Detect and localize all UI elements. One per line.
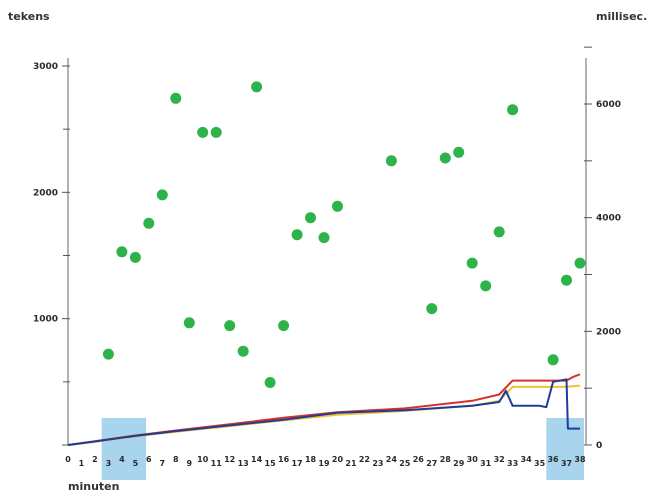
x-tick-label-17: 17: [291, 459, 302, 468]
x-tick-label-37: 37: [561, 459, 572, 468]
scatter-point-22: [466, 257, 478, 269]
scatter-point-0: [102, 348, 114, 360]
scatter-point-10: [237, 345, 249, 357]
x-tick-label-0: 0: [65, 455, 71, 464]
scatter-point-7: [197, 126, 209, 138]
scatter-point-14: [291, 229, 303, 241]
scatter-point-15: [305, 212, 316, 224]
scatter-point-24: [493, 226, 505, 238]
x-tick-label-11: 11: [211, 459, 223, 468]
x-tick-label-2: 2: [92, 455, 98, 464]
scatter-point-11: [251, 81, 263, 93]
right-tick-label-2000: 2000: [596, 327, 621, 337]
left-axis-ticks: 1000 2000 3000: [33, 62, 70, 446]
right-tick-label-0: 0: [596, 441, 602, 451]
x-tick-label-27: 27: [426, 459, 437, 468]
x-axis-title: minuten: [68, 480, 119, 493]
scatter-point-4: [156, 189, 168, 201]
x-tick-label-29: 29: [453, 459, 465, 468]
x-tick-label-28: 28: [440, 455, 452, 464]
scatter-point-20: [439, 152, 451, 164]
scatter-point-8: [210, 126, 222, 138]
x-tick-label-30: 30: [467, 455, 479, 464]
x-tick-label-1: 1: [79, 459, 85, 468]
x-axis-tick-labels: 0 1 2 3 4 5 6 7 8 9 10 11 12 13 14 15 16 17 18 19 20 21 22 23 24…: [65, 455, 586, 468]
x-tick-label-32: 32: [494, 455, 505, 464]
x-tick-label-34: 34: [521, 455, 533, 464]
right-axis-title: millisec.: [596, 10, 647, 23]
x-tick-label-16: 16: [278, 455, 290, 464]
scatter-point-21: [453, 146, 465, 158]
x-tick-label-14: 14: [251, 455, 263, 464]
scatter-point-1: [116, 246, 128, 258]
x-tick-label-24: 24: [386, 455, 398, 464]
x-tick-label-7: 7: [160, 459, 166, 468]
x-tick-label-26: 26: [413, 455, 425, 464]
scatter-point-28: [574, 257, 586, 269]
x-tick-label-5: 5: [133, 459, 139, 468]
x-tick-label-13: 13: [238, 459, 249, 468]
x-tick-label-33: 33: [507, 459, 518, 468]
x-tick-label-19: 19: [318, 459, 330, 468]
scatter-point-3: [143, 217, 155, 229]
scatter-point-25: [507, 104, 519, 116]
scatter-point-19: [426, 303, 438, 315]
x-tick-label-21: 21: [345, 459, 357, 468]
scatter-point-18: [385, 155, 397, 167]
x-tick-label-36: 36: [547, 455, 559, 464]
x-tick-label-18: 18: [305, 455, 317, 464]
scatter-point-16: [318, 232, 330, 244]
x-tick-label-10: 10: [197, 455, 209, 464]
x-tick-label-20: 20: [332, 455, 344, 464]
x-tick-label-35: 35: [534, 459, 546, 468]
scatter-point-2: [129, 251, 141, 263]
scatter-point-26: [547, 354, 559, 366]
line-series: [67, 373, 581, 446]
left-tick-label-2000: 2000: [33, 188, 58, 198]
scatter-point-23: [480, 280, 492, 292]
x-tick-label-12: 12: [224, 455, 235, 464]
scatter-point-12: [264, 377, 276, 388]
scatter-point-17: [332, 200, 343, 212]
x-tick-label-22: 22: [359, 455, 370, 464]
right-axis-ticks: 0 2000 4000 6000: [584, 46, 621, 451]
highlight-band-0: [101, 418, 147, 480]
left-tick-label-1000: 1000: [33, 315, 58, 325]
scatter-point-27: [561, 274, 572, 286]
x-tick-label-15: 15: [265, 459, 277, 468]
line-series-2: [67, 378, 580, 446]
x-tick-label-4: 4: [119, 455, 125, 464]
x-tick-label-23: 23: [372, 459, 383, 468]
scatter-point-9: [224, 320, 236, 332]
x-tick-label-38: 38: [574, 455, 586, 464]
scatter-point-13: [278, 320, 290, 332]
scatter-points: [102, 81, 586, 388]
x-tick-label-3: 3: [106, 459, 112, 468]
scatter-point-5: [170, 92, 182, 104]
scatter-point-6: [183, 317, 195, 329]
x-tick-label-25: 25: [399, 459, 411, 468]
x-tick-label-31: 31: [480, 459, 492, 468]
x-tick-label-9: 9: [186, 459, 192, 468]
highlight-bands: [101, 418, 584, 480]
left-tick-label-3000: 3000: [33, 62, 58, 72]
left-axis-title: tekens: [8, 10, 50, 23]
x-tick-label-8: 8: [173, 455, 179, 464]
highlight-band-1: [546, 418, 584, 480]
x-tick-label-6: 6: [146, 455, 152, 464]
right-tick-label-4000: 4000: [596, 214, 621, 224]
right-tick-label-6000: 6000: [596, 100, 621, 110]
